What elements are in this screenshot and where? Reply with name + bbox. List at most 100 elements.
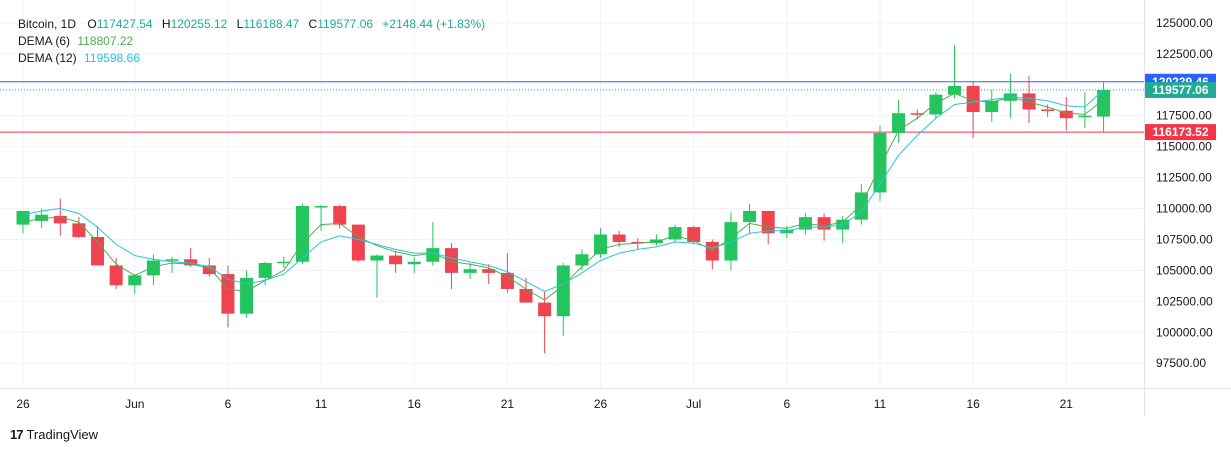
candle-up[interactable]	[165, 256, 179, 273]
candle-body	[72, 223, 86, 237]
candle-down[interactable]	[91, 225, 105, 266]
price-tick-label: 122500.00	[1156, 47, 1213, 61]
candle-down[interactable]	[72, 217, 86, 239]
candle-body	[948, 85, 961, 95]
candle-body	[500, 272, 514, 289]
high-label: H	[161, 17, 171, 31]
candles[interactable]	[16, 45, 1111, 354]
time-tick-label: 11	[874, 397, 887, 411]
price-tick-label: 100000.00	[1156, 325, 1213, 339]
candle-body	[109, 265, 123, 286]
candle-up[interactable]	[556, 262, 570, 337]
candle-body	[240, 277, 254, 314]
candle-up[interactable]	[240, 270, 254, 318]
chart-legend: Bitcoin, 1D O117427.54 H120255.12 L11618…	[18, 16, 491, 67]
candle-up[interactable]	[277, 256, 291, 268]
candle-up[interactable]	[594, 228, 608, 259]
candle-down[interactable]	[221, 265, 235, 328]
candle-down[interactable]	[444, 243, 458, 289]
candle-up[interactable]	[1078, 92, 1092, 129]
candle-body	[631, 241, 645, 244]
candle-body	[985, 100, 999, 112]
candle-up[interactable]	[407, 256, 421, 273]
candle-up[interactable]	[743, 203, 757, 235]
candle-down[interactable]	[631, 238, 645, 250]
candle-body	[184, 259, 198, 266]
price-tag-label: 119577.06	[1152, 83, 1208, 97]
price-tag-close	[1145, 81, 1216, 98]
price-tick-label: 125000.00	[1156, 16, 1213, 30]
candle-down[interactable]	[389, 250, 403, 273]
candle-body	[966, 85, 980, 112]
candle-body	[482, 269, 496, 273]
candle-down[interactable]	[1022, 76, 1036, 124]
candle-up[interactable]	[370, 254, 384, 298]
candle-body	[221, 274, 235, 314]
price-tick-label: 117500.00	[1156, 109, 1212, 123]
price-axis[interactable]: 125000.00 122500.00 117500.00 115000.00 1125…	[1156, 16, 1213, 370]
tradingview-brand[interactable]: 17 TradingView	[10, 427, 98, 442]
price-lines	[0, 81, 1144, 133]
candle-down[interactable]	[500, 253, 514, 293]
tradingview-logo-icon: 17	[10, 427, 24, 442]
dema6-label: DEMA (6)	[18, 34, 71, 48]
candle-up[interactable]	[258, 261, 272, 286]
candle-up[interactable]	[314, 204, 328, 231]
candle-up[interactable]	[985, 89, 999, 122]
candle-down[interactable]	[184, 248, 198, 267]
price-tick-label: 102500.00	[1156, 294, 1213, 308]
dema6-row[interactable]: DEMA (6) 118807.22	[18, 33, 491, 50]
time-tick-label: 21	[501, 397, 515, 411]
candle-up[interactable]	[463, 262, 477, 280]
candle-down[interactable]	[351, 224, 365, 262]
candle-body	[910, 113, 924, 115]
close-value: 119577.06	[317, 17, 374, 31]
candle-down[interactable]	[202, 258, 216, 277]
candle-body	[426, 248, 440, 262]
low-label: L	[236, 17, 244, 31]
candle-body	[351, 224, 365, 261]
candle-body	[1078, 115, 1092, 118]
price-tick-label: 115000.00	[1156, 140, 1212, 154]
candle-body	[854, 192, 868, 220]
ohlc-row: Bitcoin, 1D O117427.54 H120255.12 L11618…	[18, 16, 491, 33]
time-tick-label: 26	[16, 397, 30, 411]
candle-body	[1097, 89, 1111, 117]
time-axis[interactable]: 26 Jun 6 11 16 21 26 Jul 6 11 16 21	[16, 397, 1073, 411]
candle-up[interactable]	[128, 274, 142, 294]
time-tick-label: 26	[594, 397, 608, 411]
candle-down[interactable]	[109, 258, 123, 289]
dema12-row[interactable]: DEMA (12) 119598.66	[18, 50, 491, 67]
candle-body	[277, 261, 291, 264]
candle-body	[929, 94, 943, 115]
candle-down[interactable]	[687, 225, 701, 245]
candle-body	[389, 255, 403, 265]
candle-body	[314, 206, 328, 208]
candle-body	[761, 210, 775, 234]
candle-up[interactable]	[948, 45, 961, 99]
candle-up[interactable]	[873, 125, 887, 202]
candle-body	[444, 248, 458, 273]
symbol-label[interactable]: Bitcoin, 1D	[18, 17, 77, 31]
candle-body	[165, 259, 179, 261]
candle-up[interactable]	[929, 92, 943, 119]
candle-body	[1041, 109, 1055, 111]
candle-body	[649, 239, 663, 244]
candle-down[interactable]	[538, 291, 552, 354]
candle-body	[705, 241, 719, 261]
candle-up[interactable]	[724, 212, 738, 271]
candle-up[interactable]	[649, 234, 663, 246]
candle-up[interactable]	[426, 222, 440, 266]
price-tick-label: 110000.00	[1156, 202, 1212, 216]
low-value: 116188.47	[243, 17, 300, 31]
candle-body	[556, 265, 570, 317]
candle-down[interactable]	[1059, 97, 1073, 131]
time-tick-label: Jul	[686, 397, 701, 411]
candle-up[interactable]	[295, 203, 309, 265]
candle-body	[743, 210, 757, 223]
candle-down[interactable]	[966, 82, 980, 138]
candle-down[interactable]	[333, 204, 347, 229]
